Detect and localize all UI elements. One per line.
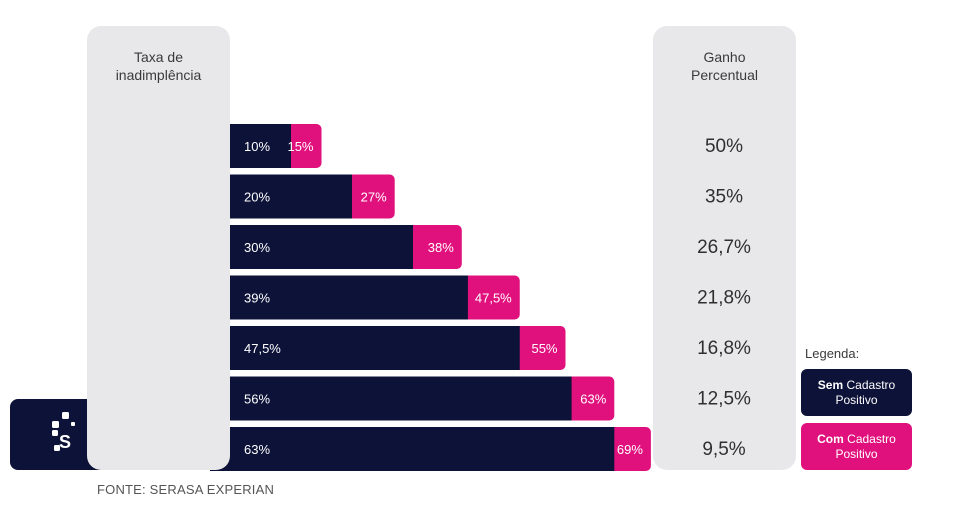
bar-sem-label-3: 39% — [244, 291, 270, 306]
default-rate-header-line1: Taxa de — [133, 49, 184, 65]
legend-sem-line2: Positivo — [835, 392, 878, 407]
gain-header-line2: Percentual — [691, 67, 758, 83]
gain-value-3: 21,8% — [697, 288, 751, 309]
bar-sem-label-2: 30% — [244, 240, 270, 255]
bar-com-label-4: 55% — [531, 341, 557, 356]
bar-com-label-1: 27% — [361, 190, 387, 205]
bar-sem-5 — [210, 376, 572, 421]
default-rate-header-line2: inadimplência — [115, 67, 202, 83]
gain-column: Ganho Percentual — [653, 26, 796, 470]
bar-sem-label-4: 47,5% — [244, 341, 281, 356]
bar-com-label-6: 69% — [617, 442, 643, 457]
legend-title: Legenda: — [805, 346, 860, 361]
legend-com-line2: Positivo — [835, 446, 878, 461]
default-rate-column: Taxa de inadimplência — [87, 26, 230, 470]
bar-sem-2 — [210, 225, 413, 269]
legend-sem-cadastro: Sem Cadastro Positivo — [801, 369, 912, 416]
legend-com-strong: Com — [817, 431, 844, 446]
bar-com-label-3: 47,5% — [475, 291, 512, 306]
serasa-logo-icon: S — [52, 412, 75, 452]
legend-com-rest: Cadastro — [847, 431, 896, 446]
source-note: FONTE: SERASA EXPERIAN — [97, 482, 275, 497]
bar-sem-label-5: 56% — [244, 392, 270, 407]
bar-sem-1 — [210, 174, 352, 219]
bar-sem-6 — [210, 427, 615, 471]
gain-header: Ganho Percentual — [653, 48, 796, 84]
legend-com-cadastro: Com Cadastro Positivo — [801, 423, 912, 470]
bar-com-label-0: 15% — [287, 139, 313, 154]
gain-value-1: 35% — [705, 187, 743, 208]
gain-value-6: 9,5% — [702, 439, 745, 460]
gain-value-4: 16,8% — [697, 338, 751, 359]
legend-sem-rest: Cadastro — [846, 377, 896, 392]
bar-sem-label-0: 10% — [244, 139, 270, 154]
bar-com-label-5: 63% — [580, 392, 606, 407]
bar-sem-4 — [210, 326, 520, 370]
gain-value-0: 50% — [705, 136, 743, 157]
gain-value-2: 26,7% — [697, 237, 751, 258]
gain-header-line1: Ganho — [703, 49, 746, 65]
bar-sem-label-1: 20% — [244, 190, 270, 205]
bar-com-label-2: 38% — [428, 240, 454, 255]
svg-text:S: S — [59, 432, 71, 452]
bar-sem-label-6: 63% — [244, 442, 270, 457]
bar-sem-3 — [210, 275, 468, 320]
gain-value-5: 12,5% — [697, 389, 751, 410]
default-rate-header: Taxa de inadimplência — [87, 48, 230, 84]
legend-sem-strong: Sem — [817, 377, 844, 392]
